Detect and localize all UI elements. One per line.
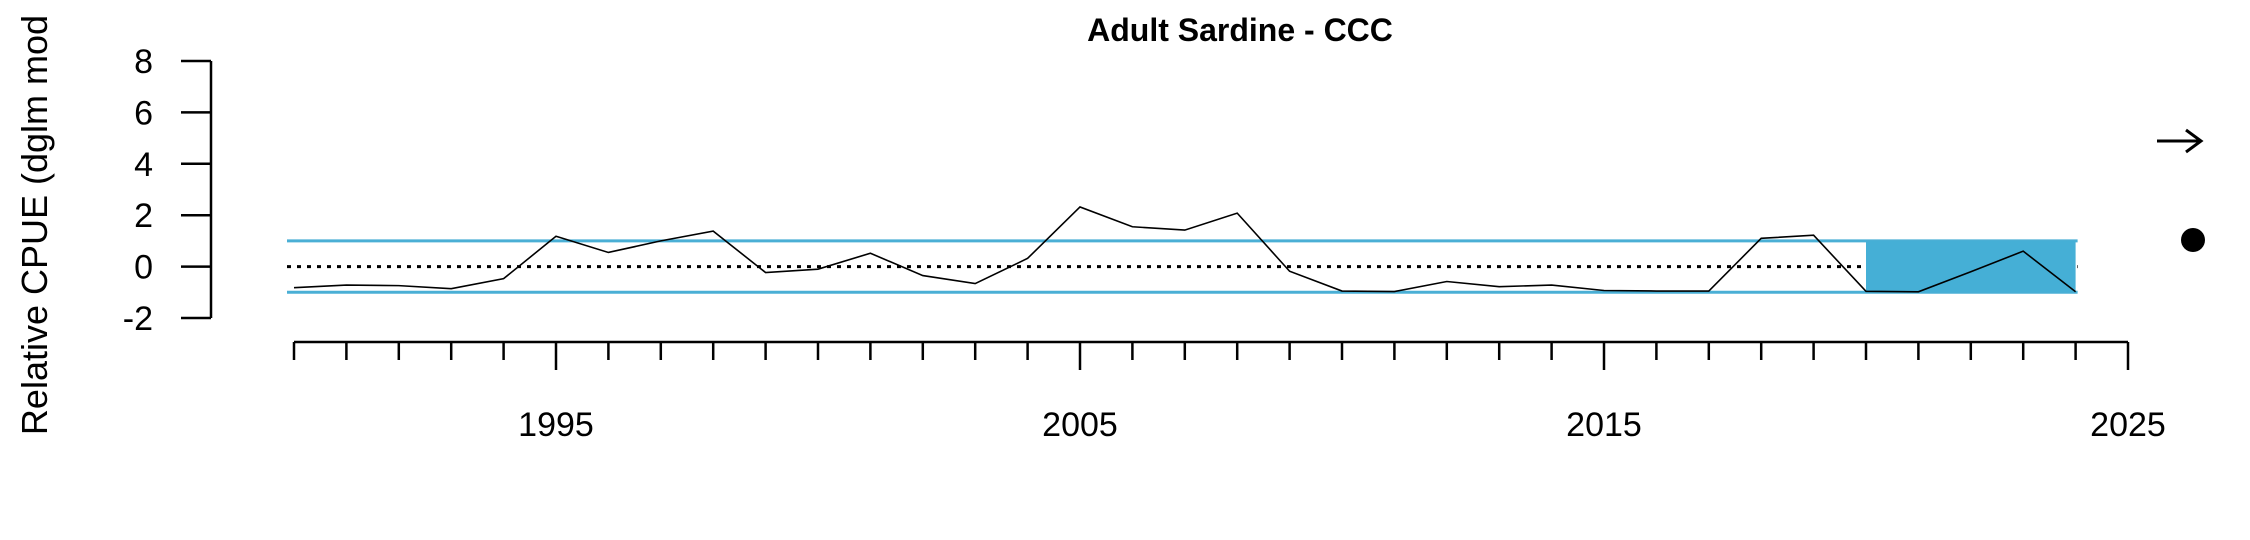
y-tick-label: 2: [134, 197, 153, 235]
recent-window-highlight: [1866, 240, 2076, 293]
x-tick-label: 1995: [518, 406, 594, 444]
right-arrow-icon: [2157, 128, 2204, 154]
y-tick-label: 6: [134, 94, 153, 132]
trend-indicator-arrow: [2157, 128, 2204, 154]
filled-circle-icon: [2181, 228, 2205, 252]
series-layer: [293, 206, 2077, 293]
x-tick-label: 2015: [1566, 406, 1642, 444]
y-axis-label: Relative CPUE (dglm mod: [14, 15, 55, 435]
x-axis: 1995 2005 2015 2025: [292, 340, 2166, 444]
y-tick-label: -2: [123, 300, 153, 338]
series-line-0: [293, 206, 2077, 293]
reference-lines: [287, 239, 2078, 294]
x-tick-label: 2005: [1042, 406, 1118, 444]
x-tick-label: 2025: [2090, 406, 2166, 444]
mean-indicator-dot: [2181, 228, 2205, 252]
y-tick-label: 4: [134, 146, 153, 184]
y-tick-label: 8: [134, 43, 153, 81]
y-axis: 8 6 4 2 0 -2: [123, 43, 213, 338]
y-tick-label: 0: [134, 249, 153, 287]
chart-title: Adult Sardine - CCC: [1087, 12, 1393, 48]
